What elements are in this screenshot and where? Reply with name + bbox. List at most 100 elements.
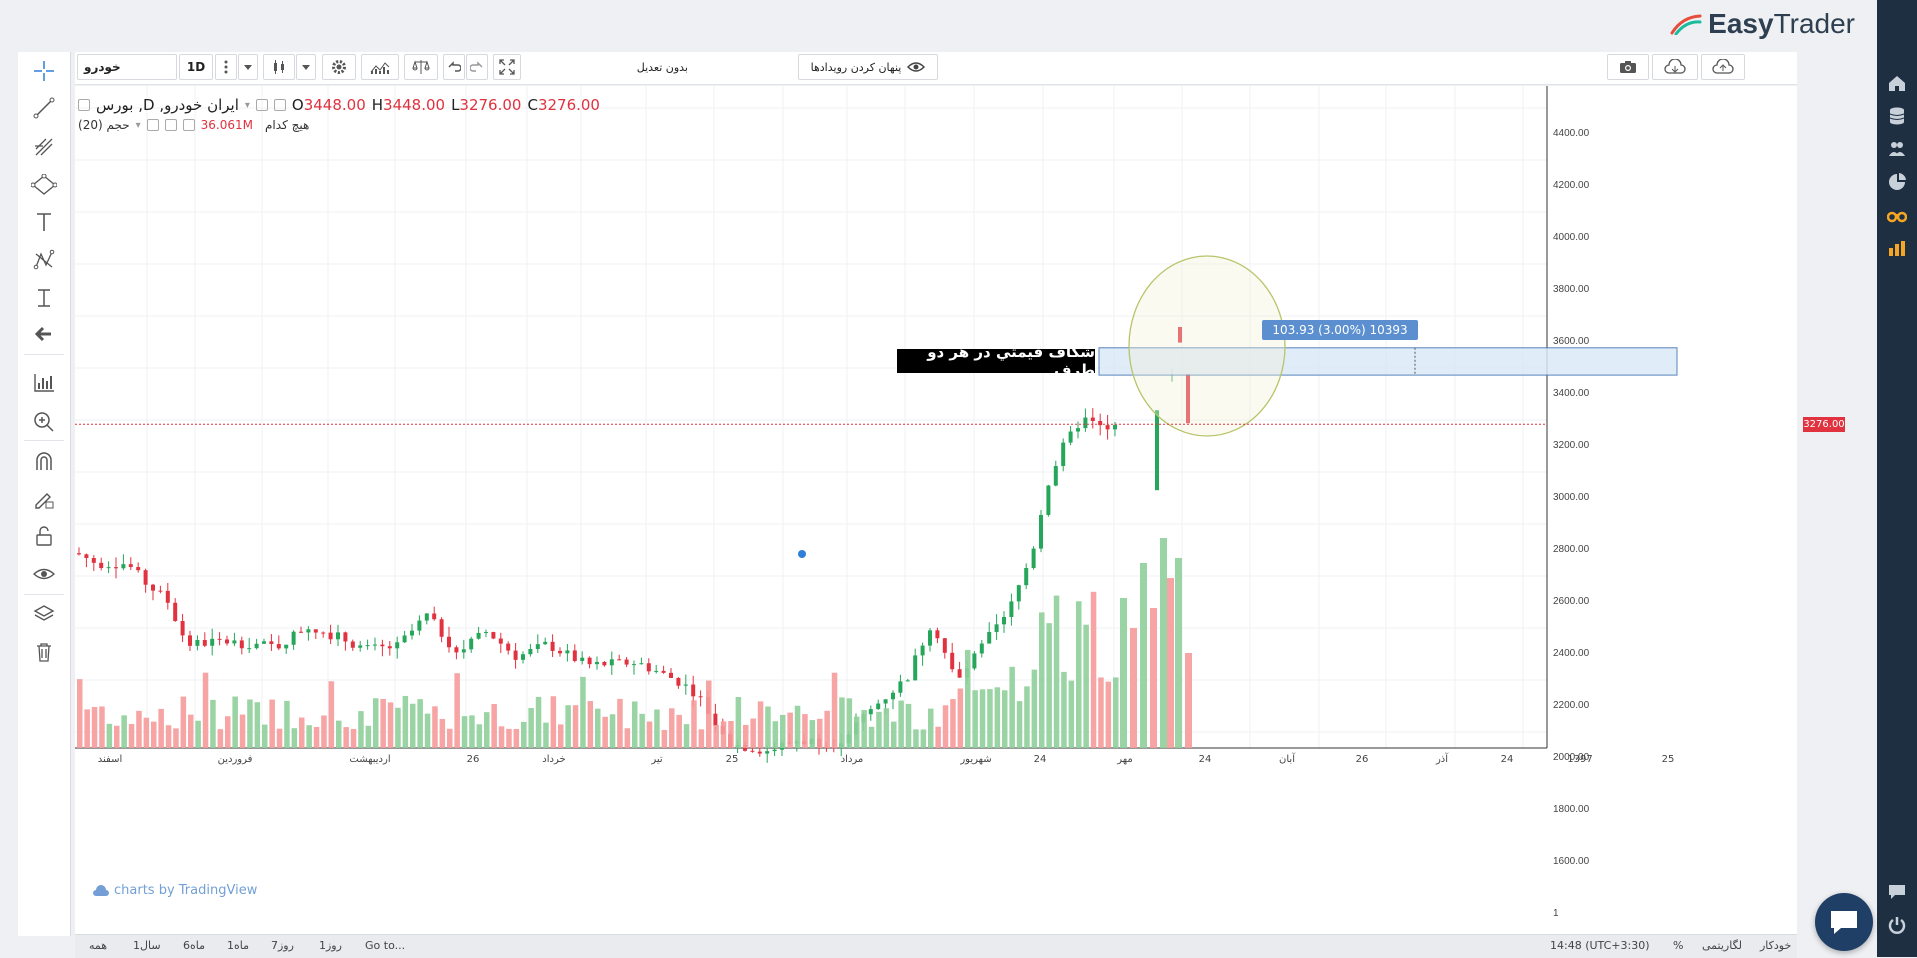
bottom-bar: همه 1سال 6ماه 1ماه 7روز 1روز Go to... 14… bbox=[75, 934, 1797, 958]
volume-bar bbox=[661, 729, 668, 748]
trend-line-icon[interactable] bbox=[31, 95, 57, 121]
candle-body bbox=[609, 659, 614, 666]
candle-body bbox=[565, 650, 570, 654]
chevron-down-icon[interactable] bbox=[238, 54, 258, 80]
volume-bar bbox=[743, 724, 749, 748]
pie-icon[interactable] bbox=[1885, 170, 1909, 194]
fullscreen-icon[interactable] bbox=[493, 54, 521, 80]
candle-body bbox=[698, 696, 703, 698]
undo-icon[interactable] bbox=[443, 54, 465, 80]
interval-button[interactable]: 1D bbox=[179, 54, 213, 80]
volume-bar bbox=[698, 729, 705, 748]
settings-small-icon[interactable] bbox=[273, 99, 286, 111]
chart-type-chevron-icon[interactable] bbox=[296, 54, 316, 80]
candle-body bbox=[950, 652, 955, 670]
magnet-icon[interactable] bbox=[31, 448, 57, 474]
home-icon[interactable] bbox=[1885, 71, 1909, 95]
easytrader-logo[interactable]: EasyTrader bbox=[1670, 6, 1855, 42]
volume-bar bbox=[180, 696, 187, 748]
price-chart[interactable]: 4400.00 4200.00 4000.00 3800.00 3600.00 3400.… bbox=[75, 86, 1797, 934]
hide-events-button[interactable]: پنهان کردن رویدادها bbox=[798, 54, 938, 80]
trash-icon[interactable] bbox=[31, 639, 57, 665]
volume-bar bbox=[868, 726, 875, 748]
auto-toggle[interactable]: خودکار bbox=[1760, 939, 1792, 952]
volume-eye-icon[interactable] bbox=[146, 119, 159, 131]
candle-body bbox=[225, 639, 229, 644]
measure-icon[interactable] bbox=[31, 285, 57, 311]
volume-bar bbox=[987, 689, 993, 748]
candle-body bbox=[158, 590, 163, 592]
range-1m[interactable]: 1ماه bbox=[227, 939, 250, 952]
chat-icon[interactable] bbox=[1885, 880, 1909, 904]
volume-bar bbox=[128, 724, 135, 748]
eye-toggle-icon[interactable] bbox=[255, 99, 268, 111]
indicators-icon[interactable] bbox=[361, 54, 399, 80]
candle-body bbox=[1098, 420, 1103, 426]
range-all[interactable]: همه bbox=[89, 939, 108, 952]
eye-icon[interactable] bbox=[31, 561, 57, 587]
bar-chart-icon[interactable] bbox=[1885, 236, 1909, 260]
range-6m[interactable]: 6ماه bbox=[183, 939, 206, 952]
candle-body bbox=[343, 632, 348, 642]
database-icon[interactable] bbox=[1885, 104, 1909, 128]
back-arrow-icon[interactable] bbox=[31, 321, 57, 347]
volume-bar bbox=[595, 708, 601, 748]
candle-body bbox=[905, 680, 910, 682]
chart-area[interactable] bbox=[75, 86, 1797, 934]
redo-icon[interactable] bbox=[466, 54, 488, 80]
cloud-upload-icon[interactable] bbox=[1701, 54, 1745, 80]
volume-bar bbox=[210, 699, 216, 748]
camera-icon[interactable] bbox=[1607, 54, 1649, 80]
goto-button[interactable]: Go to... bbox=[365, 939, 406, 952]
collapse-icon[interactable] bbox=[78, 99, 90, 111]
binoculars-icon[interactable] bbox=[1885, 203, 1909, 227]
unlock-icon[interactable] bbox=[31, 523, 57, 549]
volume-close-icon[interactable] bbox=[182, 119, 195, 131]
volume-bar bbox=[262, 724, 268, 748]
candle-body bbox=[232, 640, 237, 644]
volume-settings-icon[interactable] bbox=[164, 119, 177, 131]
range-1y[interactable]: 1سال bbox=[133, 939, 161, 952]
settings-gear-icon[interactable] bbox=[322, 54, 356, 80]
volume-bar bbox=[1053, 595, 1060, 748]
power-icon[interactable] bbox=[1885, 913, 1909, 937]
people-icon[interactable] bbox=[1885, 137, 1909, 161]
layers-icon[interactable] bbox=[31, 601, 57, 627]
range-7d[interactable]: 7روز bbox=[271, 939, 294, 952]
tradingview-watermark[interactable]: charts by TradingView bbox=[92, 883, 257, 898]
symbol-search[interactable]: خودرو bbox=[77, 54, 177, 80]
volume-bar bbox=[188, 714, 194, 748]
lock-draw-icon[interactable] bbox=[31, 486, 57, 512]
volume-bar bbox=[720, 721, 727, 748]
text-icon[interactable] bbox=[31, 209, 57, 235]
candle-body bbox=[1090, 417, 1095, 421]
adjustment-select[interactable]: بدون تعدیل bbox=[545, 54, 695, 80]
zoom-icon[interactable] bbox=[31, 409, 57, 435]
candle-body bbox=[1155, 410, 1159, 491]
legend-chevron-icon[interactable]: ▾ bbox=[244, 99, 250, 111]
candle-body bbox=[114, 567, 118, 569]
gap-annotation[interactable]: شکاف قیمتي در هر دو طرف bbox=[897, 343, 1095, 379]
candle-body bbox=[876, 703, 881, 710]
x-tick-label: فروردین bbox=[218, 754, 253, 765]
ruler-icon[interactable] bbox=[31, 370, 57, 396]
volume-bar bbox=[165, 725, 172, 748]
more-icon[interactable] bbox=[215, 54, 237, 80]
volume-label: حجم (20) bbox=[78, 118, 130, 132]
log-toggle[interactable]: لگاریتمی bbox=[1702, 939, 1742, 952]
chat-button[interactable] bbox=[1815, 893, 1873, 951]
time-display: 14:48 (UTC+3:30) bbox=[1550, 939, 1650, 952]
cloud-download-icon[interactable] bbox=[1652, 54, 1698, 80]
percent-toggle[interactable]: % bbox=[1673, 939, 1684, 952]
pattern-icon[interactable] bbox=[31, 247, 57, 273]
range-1d[interactable]: 1روز bbox=[319, 939, 342, 952]
candles-icon[interactable] bbox=[263, 54, 295, 80]
shapes-icon[interactable] bbox=[31, 172, 57, 198]
compare-icon[interactable] bbox=[404, 54, 438, 80]
volume-bar bbox=[358, 711, 364, 748]
volume-bar bbox=[350, 728, 357, 748]
candle-body bbox=[1046, 485, 1051, 515]
pitchfork-icon[interactable] bbox=[31, 133, 57, 159]
crosshair-icon[interactable] bbox=[31, 58, 57, 84]
x-tick-label: اردیبهشت bbox=[349, 754, 390, 765]
